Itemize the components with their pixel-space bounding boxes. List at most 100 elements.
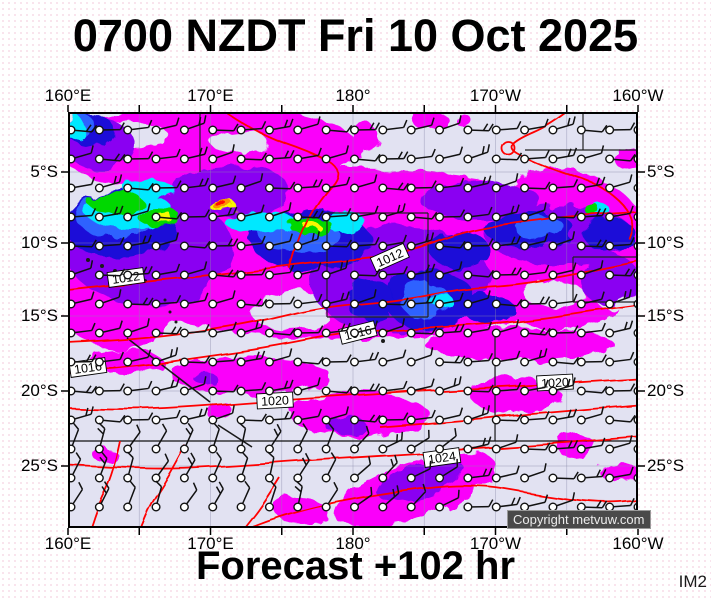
wind-station-circle	[605, 357, 615, 367]
wind-station-circle	[350, 154, 360, 164]
wind-station-circle	[378, 444, 388, 454]
wind-station-circle	[463, 241, 473, 251]
wind-station-circle	[435, 299, 445, 309]
wind-station-circle	[264, 183, 274, 193]
wind-station-circle	[264, 270, 274, 280]
wind-station-circle	[94, 444, 104, 454]
wind-station-circle	[236, 241, 246, 251]
forecast-hour-label: Forecast +102 hr	[195, 544, 516, 588]
wind-station-circle	[236, 473, 246, 483]
wind-station-circle	[463, 125, 473, 135]
wind-station-circle	[236, 328, 246, 338]
wind-station-circle	[548, 125, 558, 135]
wind-station-circle	[463, 183, 473, 193]
wind-station-circle	[350, 357, 360, 367]
wind-station-circle	[123, 357, 133, 367]
wind-station-circle	[406, 444, 416, 454]
wind-station-circle	[350, 241, 360, 251]
wind-station-circle	[264, 241, 274, 251]
wind-station-circle	[321, 154, 331, 164]
wind-station-circle	[463, 270, 473, 280]
wind-station-circle	[491, 299, 501, 309]
wind-station-circle	[293, 328, 303, 338]
wind-station-circle	[463, 386, 473, 396]
wind-station-circle	[576, 328, 586, 338]
wind-station-circle	[605, 154, 615, 164]
wind-station-circle	[94, 502, 104, 512]
wind-station-circle	[406, 183, 416, 193]
wind-station-circle	[293, 299, 303, 309]
wind-station-circle	[264, 328, 274, 338]
left-axis-label: 15°S	[20, 306, 58, 325]
wind-station-circle	[406, 125, 416, 135]
wind-station-circle	[548, 444, 558, 454]
wind-station-circle	[151, 270, 161, 280]
wind-station-circle	[264, 357, 274, 367]
wind-station-circle	[264, 415, 274, 425]
wind-station-circle	[151, 299, 161, 309]
wind-station-circle	[179, 415, 189, 425]
wind-station-circle	[605, 241, 615, 251]
wind-station-circle	[548, 183, 558, 193]
bottom-axis-label: 180°	[335, 534, 371, 553]
wind-station-circle	[406, 270, 416, 280]
wind-station-circle	[378, 502, 388, 512]
wind-station-circle	[406, 502, 416, 512]
wind-station-circle	[406, 415, 416, 425]
wind-station-circle	[179, 444, 189, 454]
bottom-axis-label: 160°W	[612, 534, 664, 553]
wind-station-circle	[350, 212, 360, 222]
wind-station-circle	[179, 386, 189, 396]
wind-station-circle	[350, 473, 360, 483]
wind-station-circle	[151, 183, 161, 193]
wind-station-circle	[491, 502, 501, 512]
wind-station-circle	[236, 299, 246, 309]
left-axis-label: 20°S	[20, 381, 58, 400]
wind-station-circle	[520, 154, 530, 164]
wind-station-circle	[378, 328, 388, 338]
isobar-label: 1024	[422, 447, 462, 468]
wind-station-circle	[151, 415, 161, 425]
wind-station-circle	[236, 183, 246, 193]
wind-station-circle	[605, 415, 615, 425]
wind-station-circle	[520, 444, 530, 454]
wind-station-circle	[293, 241, 303, 251]
wind-station-circle	[179, 125, 189, 135]
wind-station-circle	[151, 444, 161, 454]
wind-station-circle	[491, 357, 501, 367]
wind-station-circle	[236, 270, 246, 280]
wind-station-circle	[94, 299, 104, 309]
wind-station-circle	[151, 386, 161, 396]
wind-station-circle	[435, 473, 445, 483]
wind-station-circle	[378, 386, 388, 396]
wind-station-circle	[123, 444, 133, 454]
wind-station-circle	[94, 154, 104, 164]
wind-station-circle	[406, 386, 416, 396]
wind-station-circle	[179, 473, 189, 483]
wind-station-circle	[293, 270, 303, 280]
isobar-label: 1020	[256, 391, 294, 410]
wind-station-circle	[94, 125, 104, 135]
wind-station-circle	[463, 415, 473, 425]
wind-station-circle	[179, 154, 189, 164]
weather-map-canvas: 1012101210161016102010201024	[68, 112, 638, 528]
wind-station-circle	[350, 415, 360, 425]
wind-station-circle	[208, 502, 218, 512]
wind-station-circle	[179, 328, 189, 338]
wind-station-circle	[236, 386, 246, 396]
wind-station-circle	[548, 270, 558, 280]
wind-station-circle	[435, 212, 445, 222]
wind-station-circle	[321, 183, 331, 193]
wind-station-circle	[435, 444, 445, 454]
right-axis-label: 25°S	[647, 456, 685, 475]
wind-station-circle	[264, 502, 274, 512]
wind-station-circle	[321, 270, 331, 280]
right-axis-label: 10°S	[647, 233, 685, 252]
wind-station-circle	[321, 212, 331, 222]
wind-station-circle	[321, 502, 331, 512]
wind-station-circle	[293, 415, 303, 425]
wind-station-circle	[123, 270, 133, 280]
wind-station-circle	[123, 473, 133, 483]
wind-station-circle	[463, 328, 473, 338]
wind-station-circle	[151, 154, 161, 164]
